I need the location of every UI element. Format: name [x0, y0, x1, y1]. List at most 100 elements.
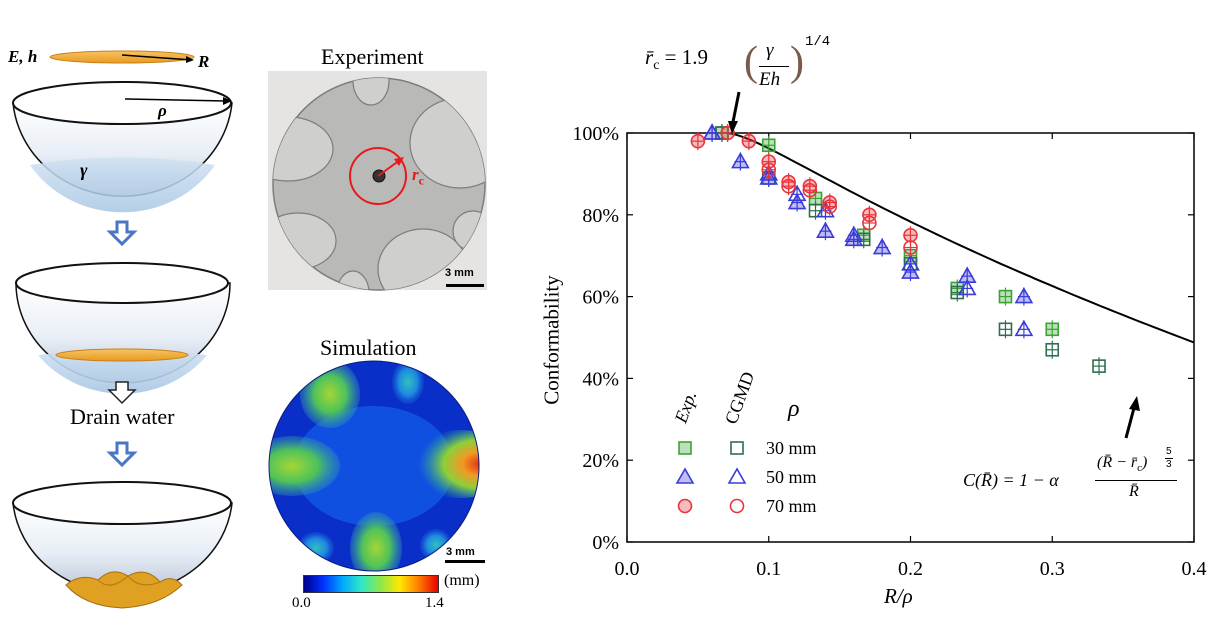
bowl-with-water	[12, 81, 233, 213]
legend-row-50: 50 mm	[766, 467, 817, 487]
chart-ticks: 0.0 0.1 0.2 0.3 0.4 0% 20% 40% 60% 80% 100%	[572, 123, 1206, 580]
legend-header: ρ	[788, 396, 800, 422]
film-disk	[49, 50, 195, 64]
experiment-photo: rc 3 mm	[268, 71, 487, 291]
data-point	[761, 160, 777, 179]
data-point	[802, 181, 818, 200]
x-tick-label: 0.0	[615, 558, 640, 580]
formula-arrow	[1124, 407, 1136, 439]
colorbar-min: 0.0	[292, 595, 311, 611]
film-label: E, h	[8, 47, 38, 66]
rc-arrow-head	[728, 121, 738, 134]
colorbar-max: 1.4	[425, 595, 444, 611]
data-point	[862, 213, 877, 232]
experiment-scale-label: 3 mm	[445, 267, 474, 279]
legend-marker-cgmd	[729, 498, 745, 514]
colorbar-unit: (mm)	[444, 572, 480, 589]
x-tick-label: 0.3	[1040, 558, 1065, 580]
down-arrow-icon	[106, 220, 138, 247]
data-point	[998, 320, 1013, 339]
data-point	[1014, 319, 1034, 339]
data-point	[950, 283, 965, 302]
c-formula-exp-top: 5	[1166, 446, 1172, 457]
schematic-drawing	[12, 50, 233, 609]
y-tick-label: 100%	[572, 123, 619, 145]
formula-arrow-head	[1129, 396, 1140, 411]
data-point	[761, 136, 776, 155]
rc-circle	[349, 147, 407, 205]
data-point	[690, 132, 706, 151]
x-tick-label: 0.4	[1182, 558, 1207, 580]
y-axis-label: Conformability	[539, 275, 564, 405]
model-curve	[726, 132, 1195, 344]
chart-points	[690, 123, 1106, 376]
rc-formula-paren-right: )	[790, 39, 804, 85]
c-formula: C(R̄) = 1 − α	[963, 470, 1059, 490]
bowl-with-floating-film	[15, 262, 231, 394]
legend-marker-exp	[677, 498, 693, 514]
data-point	[957, 278, 977, 298]
legend-row-30: 30 mm	[766, 438, 817, 458]
y-tick-label: 40%	[582, 368, 619, 390]
data-point	[787, 184, 807, 204]
data-point	[781, 177, 796, 196]
data-point	[822, 197, 838, 216]
legend-marker-cgmd	[730, 441, 744, 455]
c-formula-exp-bar	[1165, 458, 1173, 459]
c-formula-num: (R̄ − r̄c)	[1097, 454, 1148, 475]
rc-formula: r̄c = 1.9	[645, 45, 708, 74]
annotation-arrows	[728, 91, 1140, 439]
rc-formula-exp: 1/4	[805, 34, 831, 50]
data-point	[702, 123, 722, 142]
schematic-panel: E, h R ρ γ Drain water	[0, 0, 250, 629]
x-tick-label: 0.2	[898, 558, 923, 580]
c-formula-bar	[1095, 480, 1177, 481]
simulation-image: 3 mm	[268, 360, 487, 575]
data-point	[1045, 340, 1060, 359]
data-point	[741, 132, 757, 151]
data-point	[731, 152, 750, 171]
y-tick-label: 20%	[582, 450, 619, 472]
data-point	[1014, 286, 1034, 306]
y-tick-label: 60%	[582, 287, 619, 309]
simulation-scale-label: 3 mm	[446, 546, 475, 558]
c-formula-exp-bot: 3	[1166, 459, 1172, 470]
x-axis-label: R/ρ	[884, 584, 913, 608]
data-point	[1045, 320, 1060, 339]
c-formula-den: R̄	[1129, 483, 1139, 500]
rc-arrow	[731, 91, 741, 123]
rc-formula-num: γ	[766, 40, 774, 61]
data-point	[816, 221, 835, 241]
data-point	[901, 254, 920, 273]
legend-marker-exp	[675, 467, 695, 484]
legend-markers	[675, 441, 747, 514]
rc-formula-den: Eh	[759, 69, 781, 90]
legend-marker-exp	[678, 441, 692, 455]
simulation-title: Simulation	[320, 335, 417, 360]
rc-formula-bar	[759, 66, 789, 67]
simulation-map	[268, 360, 485, 572]
colorbar	[303, 575, 439, 593]
y-tick-label: 80%	[582, 205, 619, 227]
data-point	[998, 287, 1013, 306]
rc-label: rc	[412, 165, 424, 188]
film-radius-arrow	[121, 54, 193, 61]
legend-row-70: 70 mm	[766, 496, 817, 516]
experiment-image	[272, 77, 486, 291]
legend-marker-cgmd	[727, 467, 747, 484]
surface-tension-label: γ	[80, 160, 88, 180]
down-arrow-icon-2	[106, 441, 138, 468]
data-point	[1092, 357, 1106, 376]
experiment-title: Experiment	[321, 44, 424, 69]
y-tick-label: 0%	[592, 532, 619, 554]
drain-label: Drain water	[70, 404, 175, 429]
rc-formula-paren-left: (	[744, 39, 758, 85]
x-tick-label: 0.1	[756, 558, 781, 580]
bowl-with-wrinkled-film	[12, 481, 233, 609]
data-point	[872, 237, 892, 257]
film-radius-label: R	[198, 52, 210, 71]
model-curve-line	[726, 132, 1195, 344]
data-point	[903, 238, 918, 257]
bowl-radius-label: ρ	[158, 101, 167, 120]
